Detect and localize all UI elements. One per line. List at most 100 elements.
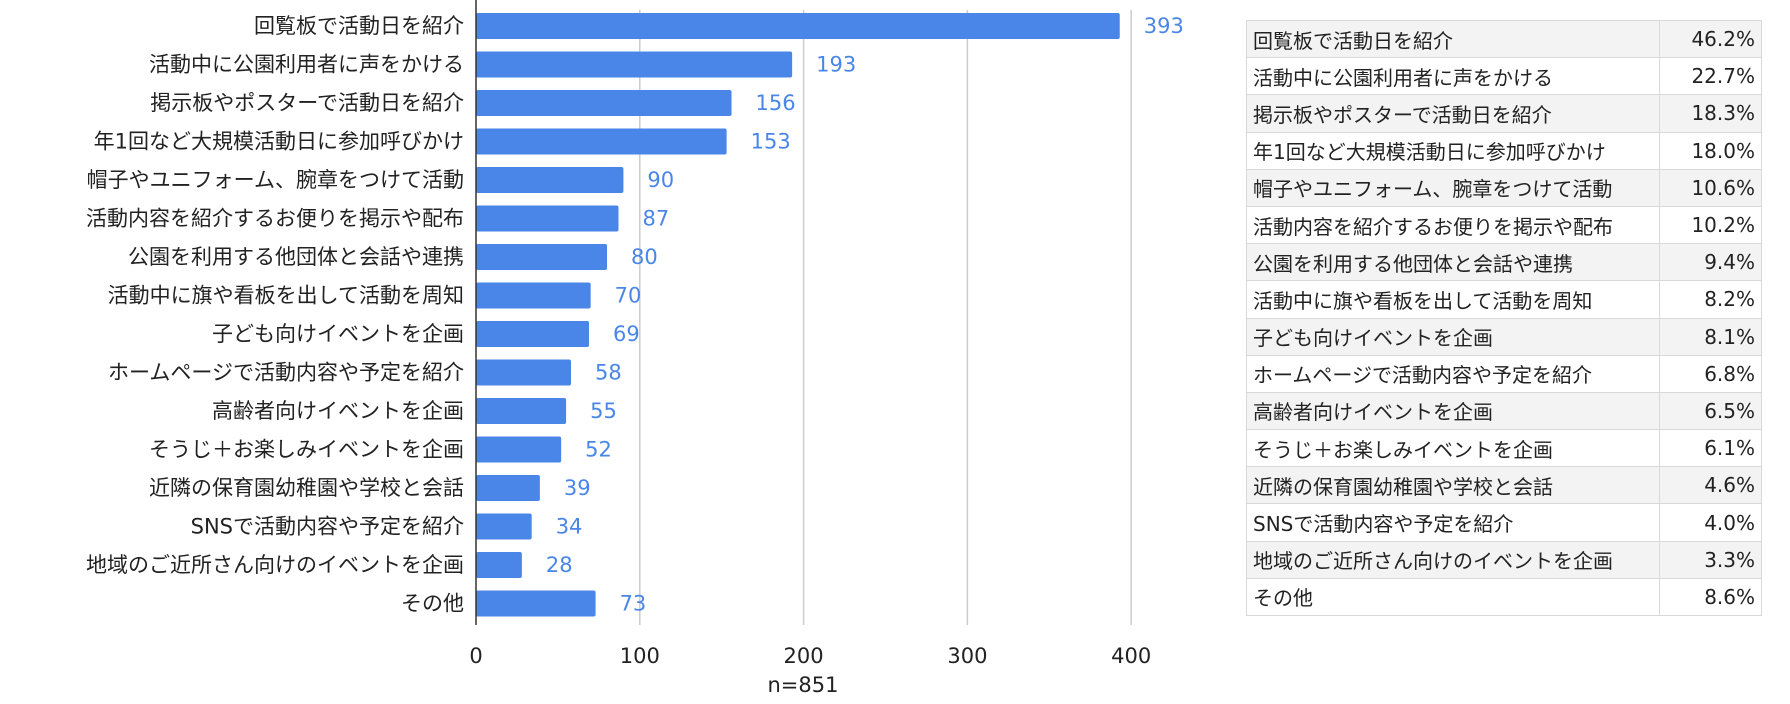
bar — [476, 244, 608, 270]
value-label: 58 — [595, 361, 622, 385]
table-row: そうじ＋お楽しみイベントを企画 6.1% — [1245, 429, 1762, 468]
table-category-cell: 活動中に旗や看板を出して活動を周知 — [1245, 280, 1661, 319]
bar — [476, 167, 624, 193]
table-percentage-cell: 18.0% — [1659, 131, 1762, 170]
value-label: 39 — [564, 476, 591, 500]
table-row: 子ども向けイベントを企画 8.1% — [1245, 317, 1762, 356]
x-tick-label: 0 — [469, 644, 482, 668]
value-label: 80 — [631, 245, 658, 269]
bar — [476, 51, 793, 78]
category-label: 地域のご近所さん向けのイベントを企画 — [86, 553, 464, 577]
bar — [476, 282, 591, 309]
value-label: 69 — [613, 322, 640, 346]
table-percentage-cell: 6.1% — [1659, 429, 1762, 468]
percentage-table: 回覧板で活動日を紹介 46.2% 活動中に公園利用者に声をかける 22.7% 掲示板やポ… — [1245, 19, 1762, 617]
value-label: 34 — [556, 515, 583, 539]
table-percentage-cell: 22.7% — [1659, 57, 1762, 96]
category-label: 帽子やユニフォーム、腕章をつけて活動 — [87, 168, 464, 192]
table-category-cell: 活動中に公園利用者に声をかける — [1245, 57, 1661, 96]
table-row: 地域のご近所さん向けのイベントを企画 3.3% — [1245, 540, 1762, 579]
category-label: 公園を利用する他団体と会話や連携 — [128, 245, 464, 269]
table-row: 活動中に旗や看板を出して活動を周知 8.2% — [1245, 280, 1762, 319]
table-row: 高齢者向けイベントを企画 6.5% — [1245, 391, 1762, 431]
table-category-cell: そうじ＋お楽しみイベントを企画 — [1245, 429, 1661, 468]
bar — [476, 128, 727, 155]
table-category-cell: 公園を利用する他団体と会話や連携 — [1245, 243, 1661, 282]
table-category-cell: 近隣の保育園幼稚園や学校と会話 — [1245, 466, 1661, 505]
value-label: 28 — [546, 553, 573, 577]
value-label: 90 — [647, 168, 674, 192]
table-percentage-cell: 8.1% — [1659, 317, 1762, 356]
category-label: その他 — [401, 592, 464, 616]
bar — [476, 513, 532, 540]
bar — [476, 13, 1120, 39]
value-label: 73 — [620, 592, 647, 616]
table-row: 掲示板やポスターで活動日を紹介 18.3% — [1245, 94, 1762, 133]
value-label: 193 — [816, 53, 856, 77]
table-category-cell: 活動内容を紹介するお便りを掲示や配布 — [1245, 205, 1661, 245]
bar — [476, 359, 572, 386]
x-tick-label: 400 — [1111, 644, 1151, 668]
category-label: そうじ＋お楽しみイベントを企画 — [149, 438, 464, 462]
table-row: その他 8.6% — [1245, 577, 1762, 617]
bar-chart: 回覧板で活動日を紹介 393 活動中に公園利用者に声をかける 193 掲示板やポスターで… — [86, 0, 1184, 697]
table-percentage-cell: 3.3% — [1659, 540, 1762, 579]
table-category-cell: 高齢者向けイベントを企画 — [1245, 391, 1661, 431]
table-category-cell: 帽子やユニフォーム、腕章をつけて活動 — [1245, 168, 1661, 207]
table-row: 年1回など大規模活動日に参加呼びかけ 18.0% — [1245, 131, 1762, 170]
table-row: 活動中に公園利用者に声をかける 22.7% — [1245, 57, 1762, 96]
value-label: 55 — [590, 399, 617, 423]
category-label: 活動中に公園利用者に声をかける — [149, 53, 464, 77]
category-label: ホームページで活動内容や予定を紹介 — [108, 361, 464, 385]
bar — [476, 552, 522, 578]
category-label: 活動中に旗や看板を出して活動を周知 — [108, 284, 464, 308]
bar — [476, 475, 540, 501]
table-row: 帽子やユニフォーム、腕章をつけて活動 10.6% — [1245, 168, 1762, 207]
value-label: 87 — [643, 207, 670, 231]
category-label: 活動内容を紹介するお便りを掲示や配布 — [86, 207, 464, 231]
table-row: ホームページで活動内容や予定を紹介 6.8% — [1245, 354, 1762, 393]
category-label: SNSで活動内容や予定を紹介 — [191, 515, 464, 539]
category-label: 掲示板やポスターで活動日を紹介 — [150, 91, 464, 115]
table-percentage-cell: 10.6% — [1659, 168, 1762, 207]
table-row: 回覧板で活動日を紹介 46.2% — [1245, 19, 1762, 59]
bar — [476, 398, 567, 424]
table-category-cell: ホームページで活動内容や予定を紹介 — [1245, 354, 1661, 393]
table-category-cell: 年1回など大規模活動日に参加呼びかけ — [1245, 131, 1661, 170]
table-percentage-cell: 9.4% — [1659, 243, 1762, 282]
table-percentage-cell: 18.3% — [1659, 94, 1762, 133]
table-percentage-cell: 10.2% — [1659, 205, 1762, 245]
bar — [476, 436, 562, 463]
table-row: 近隣の保育園幼稚園や学校と会話 4.6% — [1245, 466, 1762, 505]
table-category-cell: 子ども向けイベントを企画 — [1245, 317, 1661, 356]
table-percentage-cell: 6.5% — [1659, 391, 1762, 431]
table-percentage-cell: 4.0% — [1659, 503, 1762, 542]
x-axis-label: n=851 — [768, 673, 839, 697]
table-category-cell: 回覧板で活動日を紹介 — [1245, 19, 1661, 59]
category-label: 近隣の保育園幼稚園や学校と会話 — [149, 476, 464, 500]
category-label: 年1回など大規模活動日に参加呼びかけ — [94, 130, 464, 154]
value-label: 393 — [1144, 14, 1184, 38]
table-category-cell: 掲示板やポスターで活動日を紹介 — [1245, 94, 1661, 133]
value-label: 52 — [585, 438, 612, 462]
table-category-cell: 地域のご近所さん向けのイベントを企画 — [1245, 540, 1661, 579]
category-label: 高齢者向けイベントを企画 — [212, 399, 464, 423]
table-row: 公園を利用する他団体と会話や連携 9.4% — [1245, 243, 1762, 282]
table-percentage-cell: 8.2% — [1659, 280, 1762, 319]
value-label: 153 — [751, 130, 791, 154]
bar — [476, 90, 732, 116]
table-row: 活動内容を紹介するお便りを掲示や配布 10.2% — [1245, 205, 1762, 245]
category-label: 回覧板で活動日を紹介 — [254, 14, 464, 38]
bar — [476, 321, 590, 347]
category-label: 子ども向けイベントを企画 — [212, 322, 464, 346]
x-tick-label: 100 — [620, 644, 660, 668]
x-tick-label: 200 — [784, 644, 824, 668]
x-tick-label: 300 — [947, 644, 987, 668]
bar — [476, 590, 596, 617]
table-category-cell: SNSで活動内容や予定を紹介 — [1245, 503, 1661, 542]
table-category-cell: その他 — [1245, 577, 1661, 617]
table-percentage-cell: 4.6% — [1659, 466, 1762, 505]
value-label: 156 — [756, 91, 796, 115]
table-percentage-cell: 6.8% — [1659, 354, 1762, 393]
table-row: SNSで活動内容や予定を紹介 4.0% — [1245, 503, 1762, 542]
